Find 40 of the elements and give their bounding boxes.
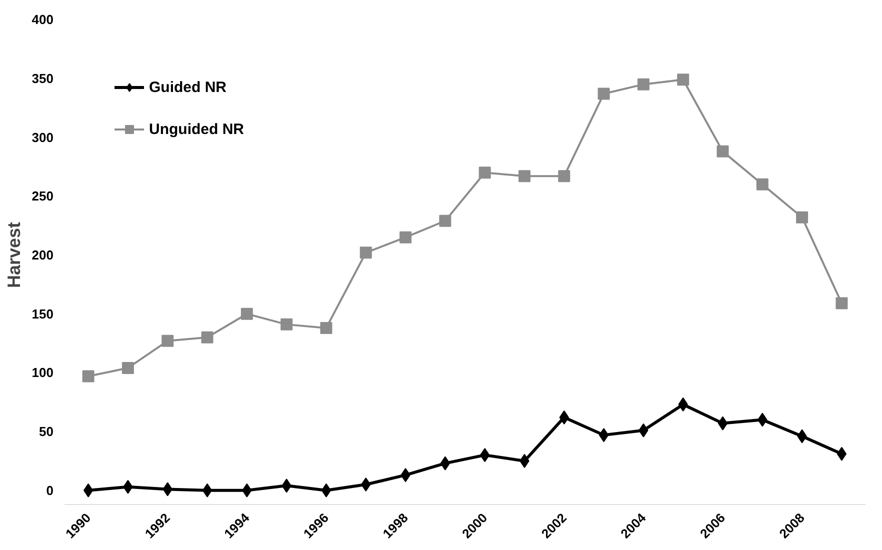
point [240, 308, 253, 320]
point [480, 448, 490, 462]
point [478, 166, 491, 179]
point [360, 246, 372, 259]
point [321, 483, 332, 498]
point [598, 88, 610, 100]
point [756, 178, 768, 190]
y-tick-label: 400 [32, 12, 54, 28]
y-tick-label: 350 [32, 70, 54, 86]
point [836, 297, 848, 310]
legend-label: Guided NR [149, 78, 226, 96]
point [439, 214, 452, 227]
point [677, 74, 690, 86]
point [836, 446, 847, 461]
point [558, 170, 570, 182]
y-tick-label: 300 [32, 130, 54, 145]
point [637, 78, 650, 90]
point [320, 322, 332, 334]
y-tick-label: 0 [46, 482, 54, 498]
point [82, 370, 94, 382]
point [796, 211, 808, 224]
y-tick-label: 150 [32, 306, 54, 322]
y-tick-label: 250 [32, 188, 54, 204]
legend-label: Unguided NR [149, 120, 244, 138]
point [83, 483, 94, 498]
y-tick-label: 200 [32, 248, 54, 262]
point [400, 231, 412, 244]
y-axis-title: Harvest [4, 222, 24, 288]
y-tick-label: 100 [32, 365, 54, 380]
point [202, 483, 212, 498]
y-tick-label: 50 [39, 424, 54, 440]
point [518, 170, 530, 182]
point [122, 362, 134, 374]
point [718, 416, 728, 430]
point [280, 318, 293, 330]
point [440, 456, 450, 470]
point [598, 428, 609, 442]
point [201, 331, 214, 344]
point [716, 145, 729, 158]
point [162, 334, 174, 347]
